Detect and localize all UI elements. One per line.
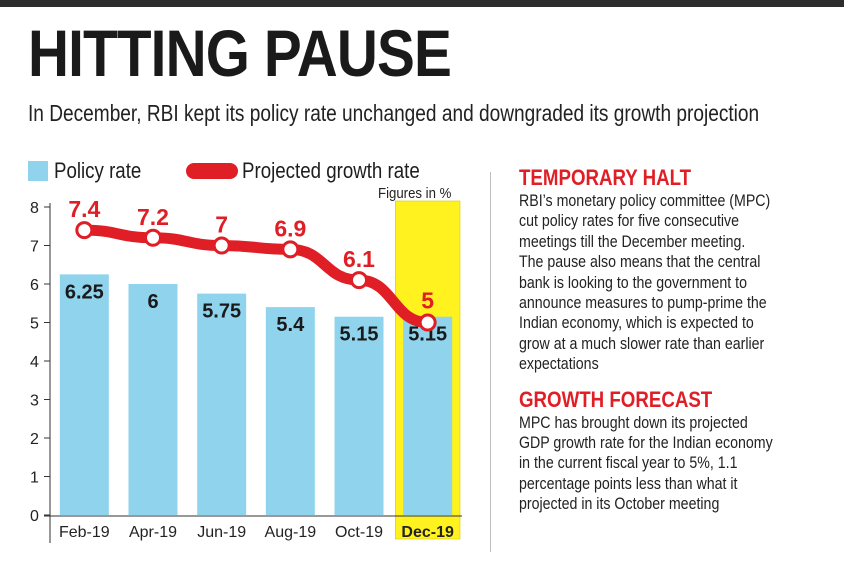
x-tick-label: Feb-19 [59,524,110,541]
x-tick-label: Jun-19 [197,524,246,541]
legend-item-policy-rate: Policy rate [28,158,157,184]
y-tick-label: 2 [30,431,39,448]
section-body: RBI’s monetary policy committee (MPC) cu… [519,191,819,375]
legend-swatch-bar [28,161,48,181]
x-tick-label: Aug-19 [265,524,317,541]
top-bar [0,0,844,7]
y-tick-label: 5 [30,316,39,333]
y-tick-label: 8 [30,200,39,217]
growth-point [75,221,94,240]
growth-point [350,271,368,290]
body-line: in the current fiscal year to 5%, 1.1 [519,454,738,473]
bar [197,293,247,515]
figures-note: Figures in % [378,185,452,202]
bar [265,307,315,515]
section-heading: TEMPORARY HALT [519,165,692,190]
y-tick-label: 6 [30,277,39,294]
body-line: MPC has brought down its projected [519,413,748,432]
bar-value-label: 6.25 [65,281,104,303]
body-line: meetings till the December meeting. [519,232,746,251]
bar [128,284,178,515]
body-line: bank is looking to the government to [519,273,747,292]
bar-value-label: 5.75 [202,301,241,323]
sidebar: TEMPORARY HALT RBI’s monetary policy com… [519,165,819,515]
growth-value-label: 7 [215,212,228,238]
body-line: GDP growth rate for the Indian economy [519,434,773,453]
bar-value-label: 5.15 [408,324,447,346]
body-line: grow at a much slower rate than earlier [519,334,765,353]
body-line: The pause also means that the central [519,253,761,272]
bar [59,274,109,515]
growth-point [144,228,162,247]
section-heading: GROWTH FORECAST [519,386,713,412]
column-divider [490,172,491,552]
x-tick-label: Apr-19 [129,524,177,541]
growth-value-label: 6.9 [274,215,306,241]
subheadline: In December, RBI kept its policy rate un… [28,100,760,126]
legend-label-policy-rate: Policy rate [54,158,142,183]
y-tick-label: 7 [30,239,39,256]
section-body: MPC has brought down its projected GDP g… [519,413,819,515]
growth-value-label: 6.1 [343,246,375,272]
y-tick-label: 3 [30,393,39,410]
bar-value-label: 5.4 [276,314,305,336]
body-line: announce measures to pump-prime the [519,294,767,313]
headline: HITTING PAUSE [28,16,452,90]
legend-item-growth-rate: Projected growth rate [186,158,451,184]
y-tick-label: 0 [30,508,39,525]
section-temporary-halt: TEMPORARY HALT RBI’s monetary policy com… [519,165,819,375]
bar-value-label: 6 [147,291,158,313]
combo-chart: 0 1 2 3 4 5 6 7 8 6.25 6 5.75 5.4 5.15 5.15 Feb-19 Apr-1… [30,196,462,543]
body-line: expectations [519,355,599,374]
body-line: percentage points less than what it [519,474,738,493]
section-growth-forecast: GROWTH FORECAST MPC has brought down its… [519,387,819,515]
body-line: cut policy rates for five consecutive [519,212,740,231]
bar [334,316,384,515]
growth-value-label: 7.4 [68,196,100,222]
legend-swatch-line [186,163,238,179]
growth-point [281,240,300,259]
growth-point [212,236,231,255]
legend-label-growth-rate: Projected growth rate [242,158,420,183]
growth-point [418,313,437,332]
y-tick-label: 4 [30,354,39,371]
x-tick-label: Dec-19 [401,524,454,541]
growth-value-label: 7.2 [137,204,169,230]
y-tick-label: 1 [30,470,39,487]
growth-value-label: 5 [421,288,434,314]
bar-value-label: 5.15 [340,324,379,346]
body-line: RBI’s monetary policy committee (MPC) [519,192,771,210]
body-line: projected in its October meeting [519,495,720,514]
x-tick-label: Oct-19 [335,524,383,541]
body-line: Indian economy, which is expected to [519,314,754,333]
bar [403,316,453,515]
